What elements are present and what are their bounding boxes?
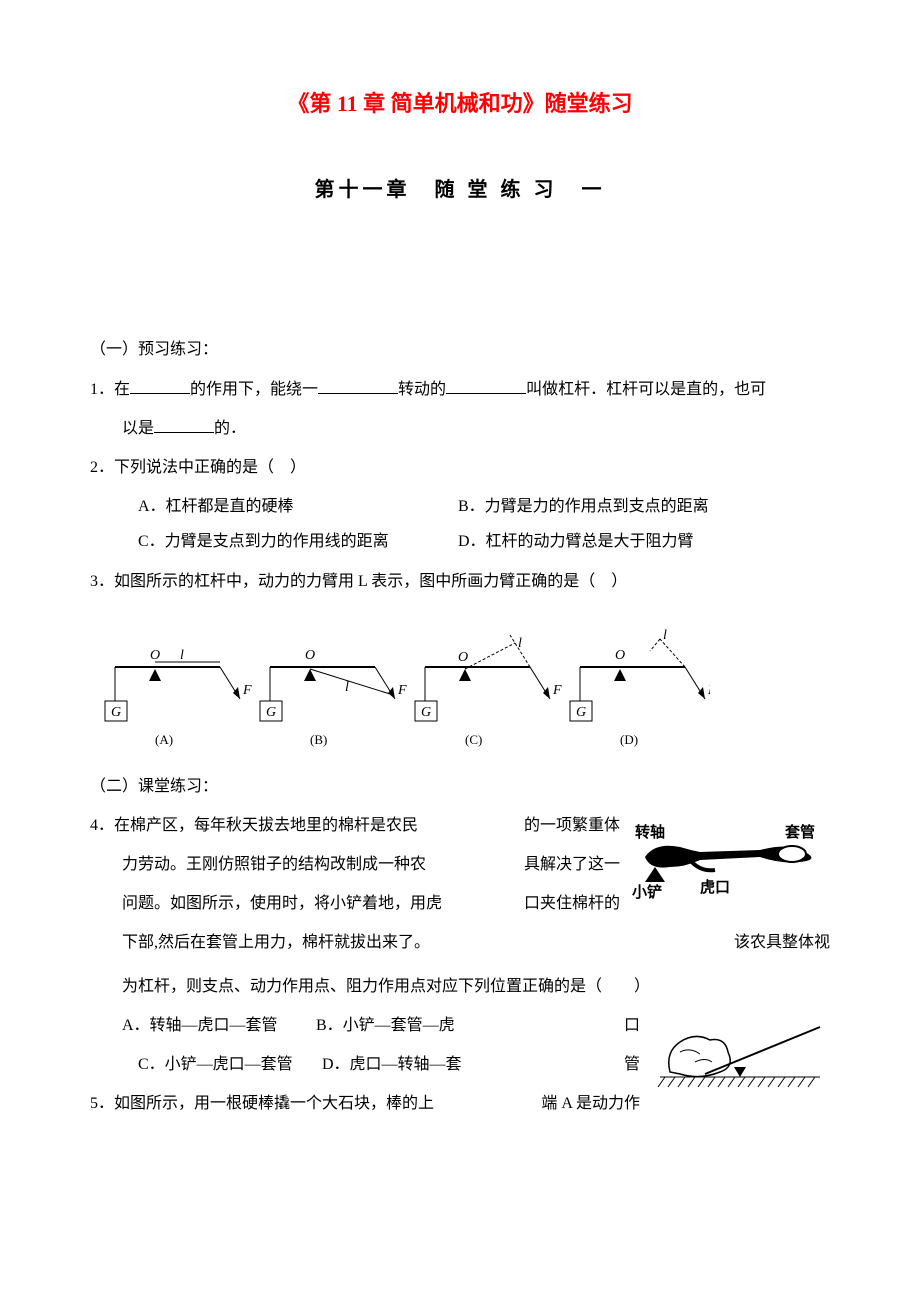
svg-text:l: l xyxy=(663,628,667,643)
q1-blank1[interactable] xyxy=(130,373,190,393)
svg-text:l: l xyxy=(345,680,349,695)
svg-text:套管: 套管 xyxy=(784,823,815,841)
q4-num: 4． xyxy=(90,817,114,834)
q4-t6: 口夹住棉杆的 xyxy=(524,886,620,921)
svg-text:F: F xyxy=(397,683,407,698)
q5-num: 5． xyxy=(90,1095,114,1112)
q1-blank2[interactable] xyxy=(318,373,398,393)
svg-text:F: F xyxy=(242,683,252,698)
svg-text:l: l xyxy=(518,636,522,651)
q5-t2: 端 A 是动力作 xyxy=(541,1086,640,1121)
q4-opt-d[interactable]: D．虎口—转轴—套 xyxy=(322,1056,462,1073)
svg-text:(B): (B) xyxy=(310,732,327,747)
q4-tool-figure: .tl{font:bold 15px "KaiTi","SimSun";} 转轴… xyxy=(630,812,830,902)
q4-t5: 问题。如图所示，使用时，将小铲着地，用虎 xyxy=(122,895,442,912)
svg-text:(C): (C) xyxy=(465,732,482,747)
q1-blank3[interactable] xyxy=(446,373,526,393)
lever-diagrams-svg: .lv { stroke:#000; stroke-width:2; fill:… xyxy=(90,619,710,749)
q1-p4: 叫做杠杆．杠杆可以是直的，也可 xyxy=(526,381,766,398)
svg-text:G: G xyxy=(111,705,121,720)
q2: 2．下列说法中正确的是（ ） xyxy=(90,450,830,485)
q5-rock-figure xyxy=(650,1012,830,1092)
q1-line2: 以是 的． xyxy=(90,411,830,446)
q4-t7: 下部,然后在套管上用力，棉杆就拔出来了。 xyxy=(122,934,430,951)
q4-t3: 力劳动。王刚仿照钳子的结构改制成一种农 xyxy=(122,856,426,873)
q1: 1．在 的作用下，能绕一 转动的 叫做杠杆．杠杆可以是直的，也可 xyxy=(90,372,830,407)
q2-opt-d[interactable]: D．杠杆的动力臂总是大于阻力臂 xyxy=(458,524,694,559)
q1-num: 1． xyxy=(90,381,114,398)
q3-num: 3． xyxy=(90,573,114,590)
svg-text:G: G xyxy=(576,705,586,720)
section-1-heading: （一）预习练习： xyxy=(90,332,830,367)
q4-opt-b2: 口 xyxy=(624,1008,640,1043)
q2-stem: 下列说法中正确的是（ ） xyxy=(114,459,306,476)
svg-text:G: G xyxy=(266,705,276,720)
q3-stem: 如图所示的杠杆中，动力的力臂用 L 表示，图中所画力臂正确的是（ ） xyxy=(114,573,627,590)
svg-text:F: F xyxy=(707,683,710,698)
q2-opt-c[interactable]: C．力臂是支点到力的作用线的距离 xyxy=(138,524,458,559)
svg-text:(A): (A) xyxy=(155,732,173,747)
q4-opt-c[interactable]: C．小铲—虎口—套管 xyxy=(138,1047,318,1082)
q4-t1: 在棉产区，每年秋天拔去地里的棉杆是农民 xyxy=(114,817,418,834)
q1-l2b: 的． xyxy=(214,420,246,437)
q1-p3: 转动的 xyxy=(398,381,446,398)
q2-options: A．杠杆都是直的硬棒 B．力臂是力的作用点到支点的距离 C．力臂是支点到力的作用… xyxy=(90,489,830,559)
q2-num: 2． xyxy=(90,459,114,476)
q3-figure: .lv { stroke:#000; stroke-width:2; fill:… xyxy=(90,619,830,749)
q2-opt-a[interactable]: A．杠杆都是直的硬棒 xyxy=(138,489,458,524)
svg-text:(D): (D) xyxy=(620,732,638,747)
q4-opt-d2: 管 xyxy=(624,1047,640,1082)
svg-text:小铲: 小铲 xyxy=(632,883,662,901)
svg-text:虎口: 虎口 xyxy=(700,878,730,896)
q4-opt-b[interactable]: B．小铲—套管—虎 xyxy=(316,1017,455,1034)
svg-text:O: O xyxy=(615,648,625,663)
q1-p2: 的作用下，能绕一 xyxy=(190,381,318,398)
svg-text:O: O xyxy=(458,650,468,665)
q3: 3．如图所示的杠杆中，动力的力臂用 L 表示，图中所画力臂正确的是（ ） xyxy=(90,564,830,599)
svg-text:O: O xyxy=(305,648,315,663)
q2-opt-b[interactable]: B．力臂是力的作用点到支点的距离 xyxy=(458,489,709,524)
svg-text:l: l xyxy=(180,648,184,663)
q4-t9: 为杠杆，则支点、动力作用点、阻力作用点对应下列位置正确的是（ ） xyxy=(122,978,650,995)
q5-t1: 如图所示，用一根硬棒撬一个大石块，棒的上 xyxy=(114,1095,434,1112)
svg-text:G: G xyxy=(421,705,431,720)
q4-t2: 的一项繁重体 xyxy=(524,808,620,843)
chapter-subtitle: 第十一章 随 堂 练 习 一 xyxy=(90,168,830,212)
q4-t4: 具解决了这一 xyxy=(524,847,620,882)
svg-text:转轴: 转轴 xyxy=(635,823,665,841)
q1-blank4[interactable] xyxy=(154,413,214,433)
q4: .tl{font:bold 15px "KaiTi","SimSun";} 转轴… xyxy=(90,808,830,1126)
q4-t8: 该农具整体视 xyxy=(734,925,830,960)
q4-opt-a[interactable]: A．转轴—虎口—套管 xyxy=(122,1008,312,1043)
q1-p1: 在 xyxy=(114,381,130,398)
q1-l2a: 以是 xyxy=(122,420,154,437)
doc-title: 《第 11 章 简单机械和功》随堂练习 xyxy=(90,80,830,128)
svg-text:F: F xyxy=(552,683,562,698)
section-2-heading: （二）课堂练习： xyxy=(90,769,830,804)
svg-text:O: O xyxy=(150,648,160,663)
